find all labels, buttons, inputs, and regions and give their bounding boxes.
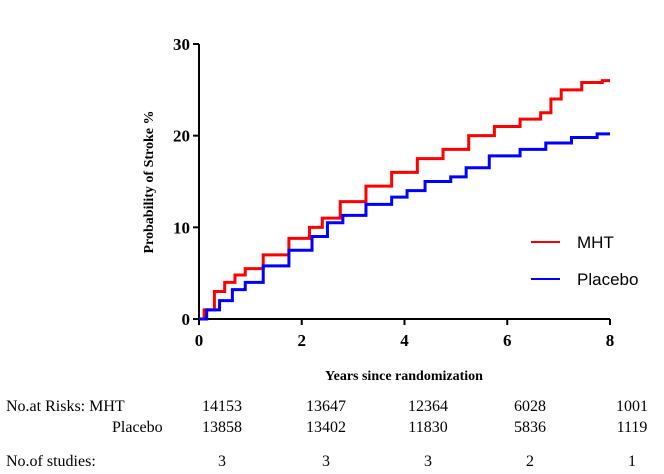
x-tick-label: 2 — [298, 331, 307, 350]
risk-value: 13402 — [306, 419, 346, 436]
risk-value: 12364 — [408, 398, 448, 415]
risk-value: 1001 — [616, 398, 648, 415]
legend-label: Placebo — [577, 270, 638, 289]
x-axis-label: Years since randomization — [325, 369, 483, 384]
studies-value: 2 — [526, 453, 534, 470]
studies-value: 1 — [628, 453, 636, 470]
studies-value: 3 — [322, 453, 330, 470]
x-tick-label: 0 — [195, 331, 204, 350]
risk-value: 11830 — [408, 419, 447, 436]
risk-value: 6028 — [514, 398, 546, 415]
y-tick-label: 10 — [173, 218, 190, 237]
studies-label: No.of studies: — [6, 453, 96, 470]
series-line-placebo — [199, 132, 610, 321]
series-line-mht — [199, 79, 610, 321]
y-tick-label: 0 — [182, 310, 191, 329]
y-tick-label: 20 — [173, 127, 190, 146]
x-tick-label: 6 — [503, 331, 512, 350]
legend-label: MHT — [577, 233, 614, 252]
risk-table-label: No.at Risks: MHT — [6, 398, 125, 415]
x-tick-label: 4 — [400, 331, 409, 350]
risk-value: 1119 — [617, 419, 648, 436]
risk-value: 5836 — [514, 419, 546, 436]
risk-value: 13858 — [202, 419, 242, 436]
y-tick-label: 30 — [173, 35, 190, 54]
x-tick-label: 8 — [606, 331, 615, 350]
risk-row-label: Placebo — [112, 419, 163, 436]
studies-value: 3 — [424, 453, 432, 470]
y-axis-label: Probability of Stroke % — [142, 111, 157, 254]
risk-value: 14153 — [202, 398, 242, 415]
risk-value: 13647 — [306, 398, 346, 415]
studies-value: 3 — [218, 453, 226, 470]
